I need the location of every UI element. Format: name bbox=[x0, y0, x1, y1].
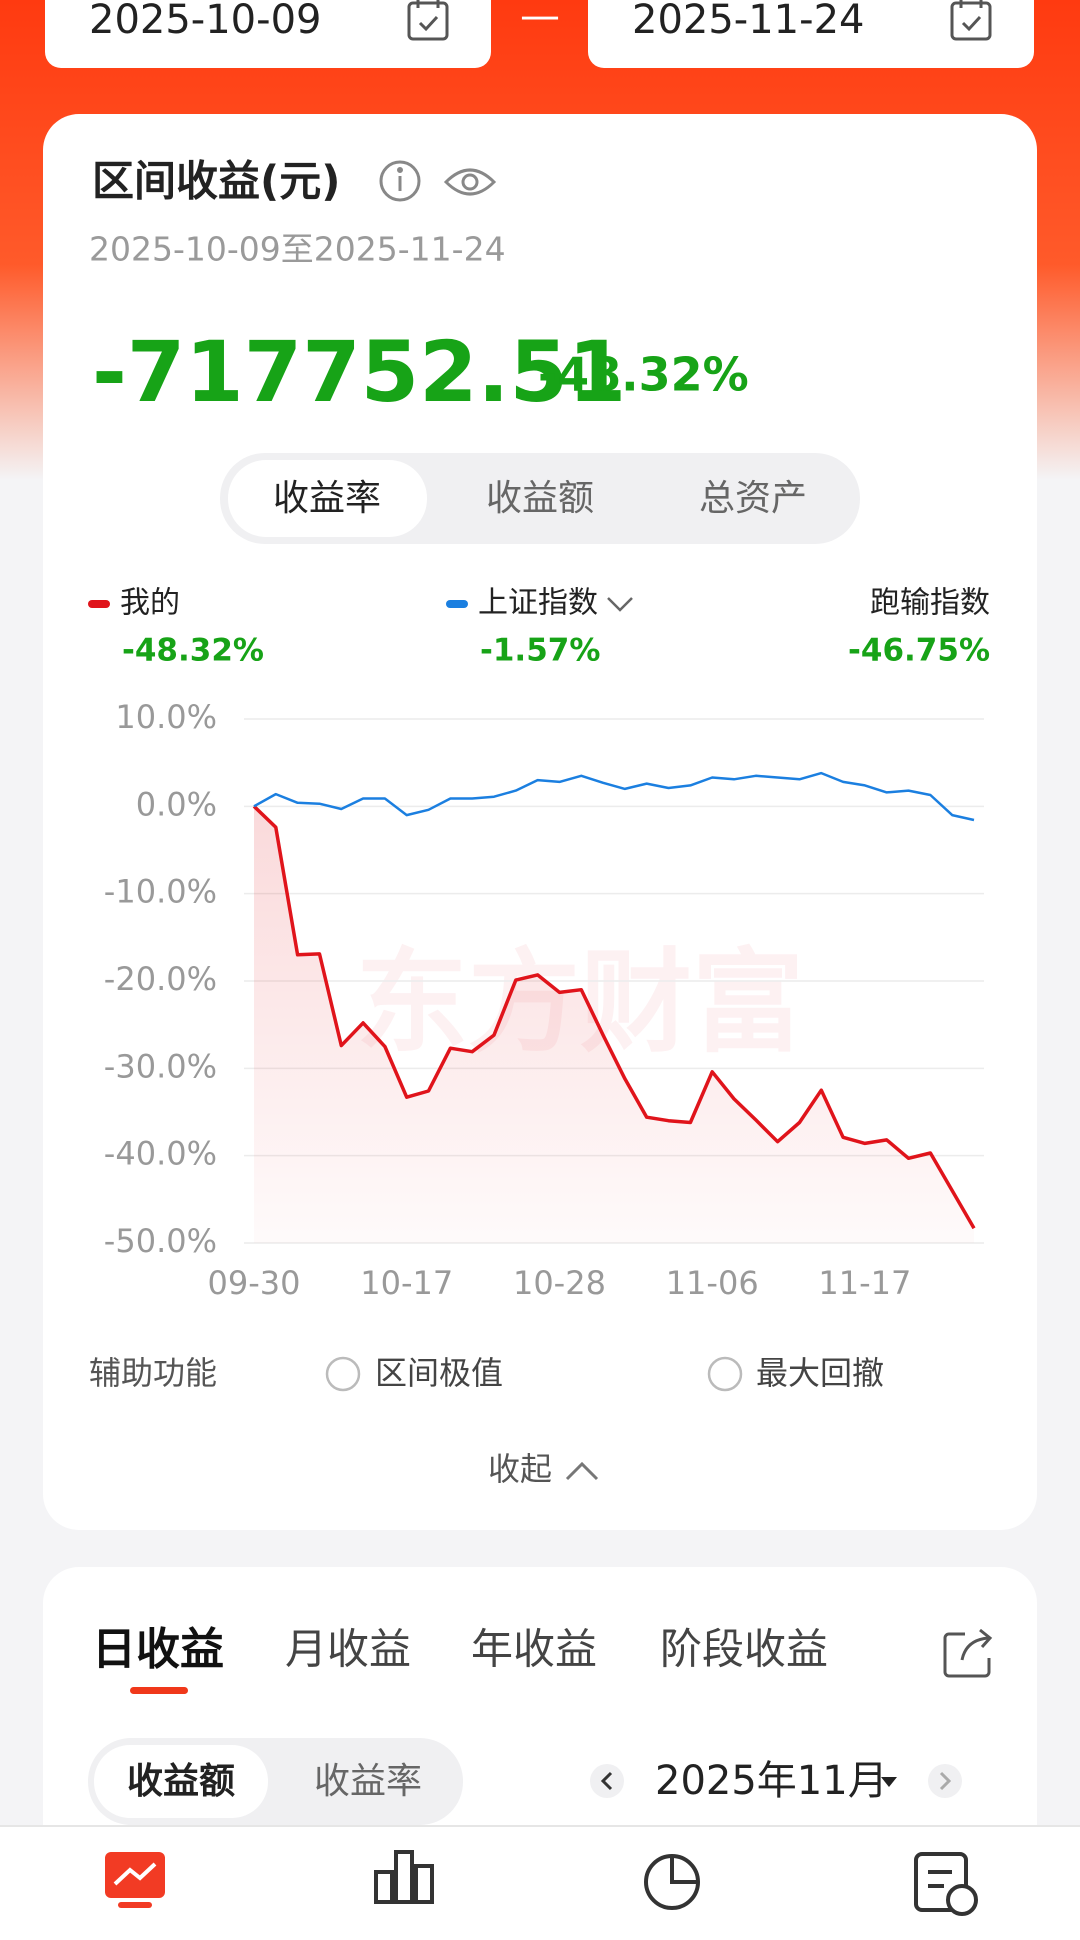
series-line bbox=[253, 771, 975, 822]
x-tick-label: 09-30 bbox=[208, 1264, 301, 1302]
bottom-nav bbox=[0, 1826, 1080, 1940]
earnings-tab[interactable]: 月收益 bbox=[285, 1625, 411, 1674]
next-chevron[interactable] bbox=[939, 1771, 952, 1791]
y-tick-label: -30.0% bbox=[104, 1047, 217, 1085]
legend-label: 我的 bbox=[120, 586, 180, 621]
radio[interactable] bbox=[325, 1356, 361, 1392]
y-tick-label: 0.0% bbox=[136, 785, 217, 823]
toggle-option[interactable]: 收益额 bbox=[127, 1761, 235, 1802]
legend-dropdown bbox=[607, 597, 633, 612]
series-line bbox=[252, 805, 976, 1230]
chart: 东方财富10.0%0.0%-10.0%-20.0%-30.0%-40.0%-50… bbox=[88, 586, 990, 1302]
legend-label: 上证指数 bbox=[478, 586, 598, 621]
legend-value: -1.57% bbox=[480, 633, 600, 669]
start-date[interactable]: 2025-10-09 bbox=[89, 0, 321, 43]
underperform-value: -46.75% bbox=[848, 633, 990, 669]
y-tick-label: 10.0% bbox=[115, 698, 217, 736]
earnings-tab[interactable]: 日收益 bbox=[92, 1624, 224, 1675]
info-icon[interactable] bbox=[379, 160, 421, 202]
x-tick-label: 11-06 bbox=[666, 1264, 759, 1302]
prev-month[interactable] bbox=[590, 1764, 624, 1798]
calendar-icon[interactable] bbox=[407, 0, 449, 41]
eye-icon[interactable] bbox=[443, 168, 497, 196]
calendar-icon[interactable] bbox=[950, 0, 992, 41]
segment-tab[interactable]: 收益率 bbox=[273, 478, 381, 519]
y-tick-label: -10.0% bbox=[104, 873, 217, 911]
nav-icon[interactable] bbox=[914, 1852, 978, 1916]
nav-icon[interactable] bbox=[374, 1850, 434, 1904]
prev-chevron[interactable] bbox=[600, 1771, 613, 1791]
x-tick-label: 10-28 bbox=[513, 1264, 606, 1302]
end-date-box[interactable] bbox=[588, 0, 1034, 68]
summary-rate: -48.32% bbox=[538, 348, 749, 402]
x-tick-label: 10-17 bbox=[360, 1264, 453, 1302]
toggle-selected bbox=[94, 1745, 268, 1818]
radio[interactable] bbox=[707, 1356, 743, 1392]
segment-tab[interactable]: 总资产 bbox=[699, 478, 807, 519]
tools-label: 辅助功能 bbox=[89, 1354, 217, 1392]
collapse-chevron[interactable] bbox=[565, 1461, 599, 1481]
share-icon[interactable] bbox=[943, 1628, 993, 1678]
nav-icon[interactable] bbox=[105, 1852, 165, 1908]
tab-underline bbox=[130, 1687, 188, 1694]
month-caret[interactable] bbox=[881, 1777, 897, 1787]
legend-swatch bbox=[446, 600, 468, 608]
collapse-button[interactable]: 收起 bbox=[488, 1450, 552, 1488]
area bbox=[254, 806, 974, 1243]
summary-period: 2025-10-09至2025-11-24 bbox=[89, 230, 506, 269]
tool-option[interactable]: 区间极值 bbox=[375, 1354, 503, 1392]
earnings-tab[interactable]: 年收益 bbox=[471, 1625, 597, 1674]
segment-selected bbox=[228, 460, 427, 537]
next-month[interactable] bbox=[928, 1764, 962, 1798]
nav-icon[interactable] bbox=[644, 1854, 700, 1910]
month-label[interactable]: 2025年11月 bbox=[655, 1758, 888, 1804]
summary-title: 区间收益(元) bbox=[92, 157, 340, 206]
y-tick-label: -40.0% bbox=[104, 1135, 217, 1173]
underperform-label: 跑输指数 bbox=[870, 586, 990, 621]
toggle-option[interactable]: 收益率 bbox=[314, 1761, 422, 1802]
segment-tab[interactable]: 收益额 bbox=[486, 478, 594, 519]
x-tick-label: 11-17 bbox=[818, 1264, 911, 1302]
summary-amount: -717752.51 bbox=[92, 323, 626, 421]
legend-value: -48.32% bbox=[122, 633, 264, 669]
date-separator: — bbox=[520, 0, 560, 39]
legend-swatch bbox=[88, 600, 110, 608]
earnings-tab[interactable]: 阶段收益 bbox=[660, 1625, 828, 1674]
end-date[interactable]: 2025-11-24 bbox=[632, 0, 864, 43]
tool-option[interactable]: 最大回撤 bbox=[756, 1354, 884, 1392]
start-date-box[interactable] bbox=[45, 0, 491, 68]
y-tick-label: -20.0% bbox=[104, 960, 217, 998]
y-tick-label: -50.0% bbox=[104, 1222, 217, 1260]
